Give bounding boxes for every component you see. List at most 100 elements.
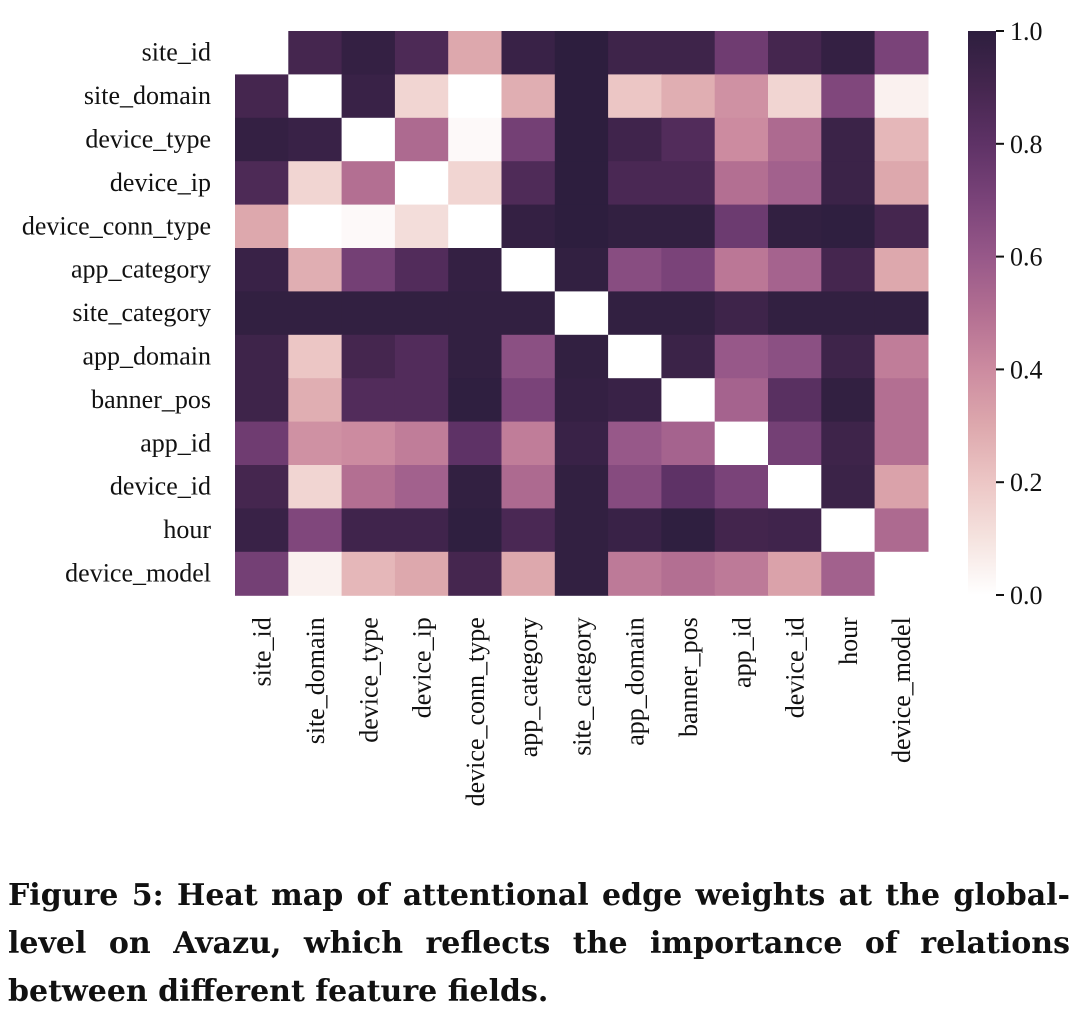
row-tick-label: app_category: [71, 255, 211, 284]
heatmap-cell: [554, 378, 609, 423]
heatmap-cell: [714, 551, 769, 596]
heatmap-cell: [394, 117, 449, 162]
heatmap-cell: [554, 117, 609, 162]
heatmap-cell: [874, 421, 929, 466]
colorbar-gradient: [968, 31, 996, 595]
heatmap-cell: [394, 334, 449, 379]
heatmap-cell: [394, 508, 449, 553]
heatmap-cell: [235, 161, 289, 206]
heatmap-cell: [768, 31, 822, 75]
heatmap-cell: [874, 378, 929, 423]
heatmap-cell: [448, 508, 503, 553]
heatmap-cell: [714, 465, 769, 509]
row-tick-labels: site_id site_domain device_type device_ipde…: [22, 38, 211, 588]
heatmap-cell: [661, 421, 716, 466]
heatmap-cell: [714, 378, 769, 423]
heatmap-cell: [394, 291, 449, 336]
heatmap-cell: [341, 161, 396, 206]
heatmap-cell: [874, 465, 929, 509]
heatmap-cell: [714, 74, 769, 119]
heatmap-cell: [768, 117, 822, 162]
heatmap-cell: [554, 31, 609, 75]
colorbar-tick-label: 0.0: [1010, 581, 1043, 610]
heatmap-cell: [821, 551, 876, 596]
heatmap-cell: [501, 334, 556, 379]
heatmap-cell: [288, 248, 343, 292]
heatmap-cell: [288, 378, 343, 423]
heatmap-cell: [448, 31, 503, 75]
heatmap-cell: [288, 74, 343, 119]
heatmap-cell: [768, 204, 822, 249]
colorbar-tick-label: 0.4: [1010, 355, 1043, 384]
heatmap-cells: [235, 31, 929, 596]
heatmap-cell: [768, 465, 822, 509]
heatmap-cell: [714, 161, 769, 206]
heatmap-cell: [394, 74, 449, 119]
heatmap-cell: [235, 204, 289, 249]
row-tick-label: device_conn_type: [22, 211, 211, 240]
heatmap-cell: [661, 508, 716, 553]
heatmap-cell: [288, 508, 343, 553]
heatmap-cell: [554, 74, 609, 119]
column-tick-label: device_ip: [408, 617, 437, 718]
column-tick-label: banner_pos: [674, 617, 703, 737]
heatmap-cell: [714, 508, 769, 553]
heatmap-cell: [714, 334, 769, 379]
heatmap-cell: [235, 74, 289, 119]
heatmap-cell: [288, 291, 343, 336]
heatmap-cell: [235, 248, 289, 292]
heatmap-cell: [341, 74, 396, 119]
heatmap-cell: [501, 117, 556, 162]
heatmap-cell: [821, 291, 876, 336]
heatmap-cell: [608, 421, 662, 466]
heatmap-cell: [554, 291, 609, 336]
heatmap-cell: [821, 465, 876, 509]
heatmap-cell: [768, 551, 822, 596]
heatmap-cell: [874, 204, 929, 249]
heatmap-cell: [448, 421, 503, 466]
heatmap-cell: [608, 291, 662, 336]
heatmap-cell: [448, 74, 503, 119]
heatmap-cell: [661, 465, 716, 509]
heatmap-cell: [341, 31, 396, 75]
heatmap-cell: [341, 421, 396, 466]
heatmap-cell: [661, 551, 716, 596]
heatmap-cell: [874, 334, 929, 379]
heatmap-cell: [501, 378, 556, 423]
heatmap-cell: [341, 117, 396, 162]
column-tick-label: device_type: [354, 617, 383, 743]
heatmap-cell: [714, 117, 769, 162]
column-tick-label: device_conn_type: [461, 617, 490, 806]
heatmap-cell: [235, 117, 289, 162]
heatmap-cell: [501, 204, 556, 249]
column-tick-labels: site_id site_domain device_type device_ip de…: [248, 617, 917, 806]
heatmap-cell: [288, 421, 343, 466]
heatmap-cell: [501, 74, 556, 119]
heatmap-cell: [394, 161, 449, 206]
row-tick-label: device_ip: [110, 168, 211, 197]
heatmap-cell: [448, 551, 503, 596]
column-tick-label: site_domain: [301, 617, 330, 744]
heatmap-cell: [768, 334, 822, 379]
row-tick-label: hour: [163, 515, 211, 544]
heatmap-cell: [235, 334, 289, 379]
heatmap-cell: [394, 551, 449, 596]
row-tick-label: banner_pos: [91, 385, 211, 414]
heatmap-cell: [608, 378, 662, 423]
heatmap-cell: [874, 291, 929, 336]
heatmap-cell: [501, 291, 556, 336]
heatmap-cell: [821, 378, 876, 423]
heatmap-cell: [608, 248, 662, 292]
heatmap-cell: [235, 508, 289, 553]
heatmap-cell: [768, 378, 822, 423]
heatmap-cell: [288, 465, 343, 509]
heatmap-cell: [394, 31, 449, 75]
heatmap-cell: [714, 291, 769, 336]
heatmap-cell: [874, 31, 929, 75]
heatmap-cell: [714, 248, 769, 292]
heatmap-cell: [501, 421, 556, 466]
heatmap-cell: [448, 334, 503, 379]
heatmap-cell: [768, 508, 822, 553]
heatmap-cell: [768, 161, 822, 206]
heatmap-cell: [341, 204, 396, 249]
